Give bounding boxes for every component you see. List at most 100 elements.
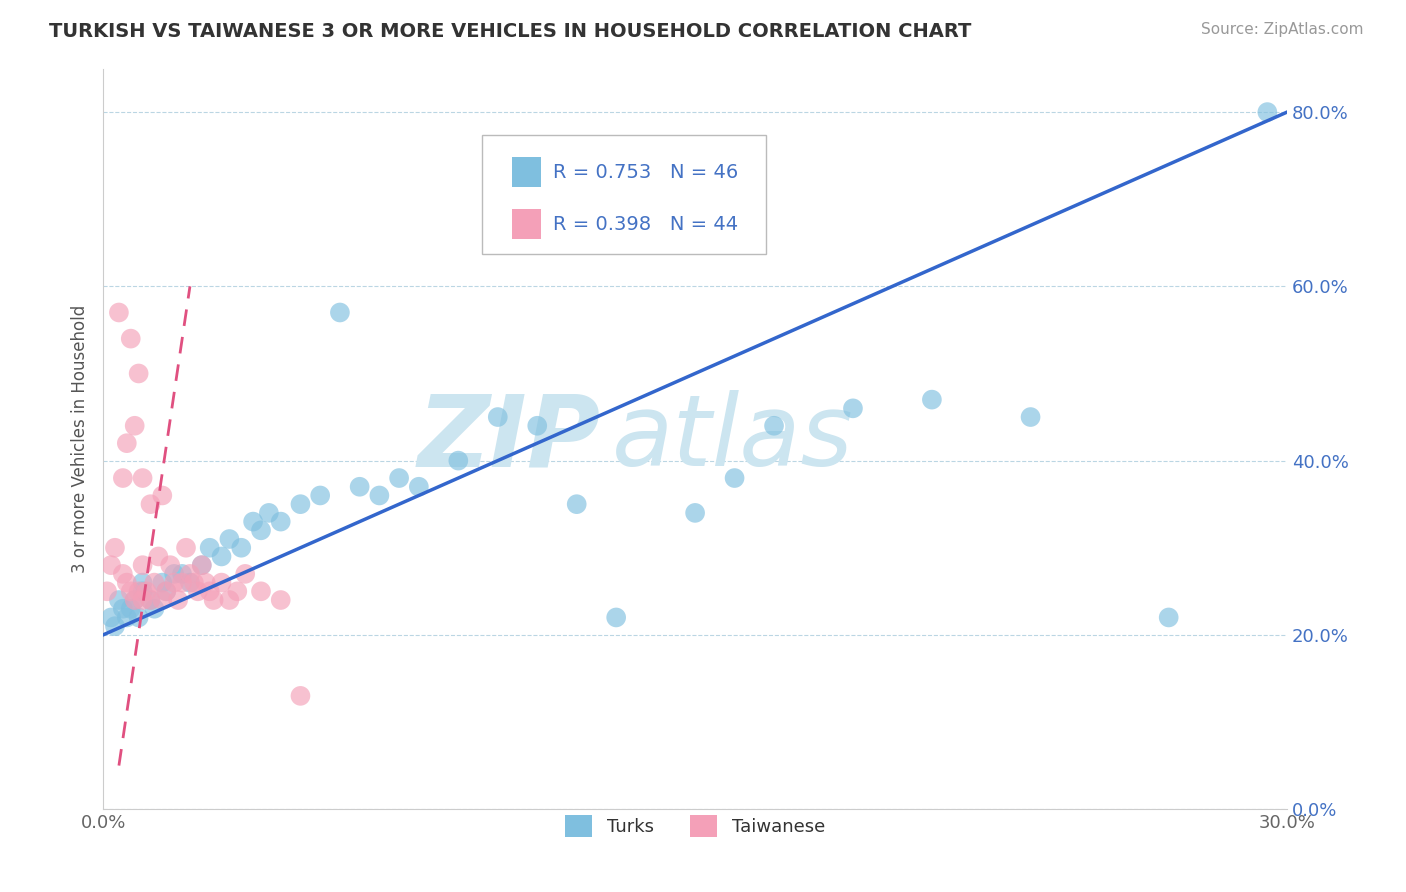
Point — [1157, 610, 1180, 624]
Point — [124, 593, 146, 607]
Point — [104, 619, 127, 633]
Point — [231, 541, 253, 555]
Point — [120, 601, 142, 615]
Point — [605, 610, 627, 624]
Point — [148, 549, 170, 564]
Point — [1019, 410, 1042, 425]
Point — [174, 541, 197, 555]
Point — [226, 584, 249, 599]
Point — [170, 575, 193, 590]
Text: ZIP: ZIP — [418, 391, 600, 487]
Point — [115, 436, 138, 450]
Point — [218, 593, 240, 607]
Point — [309, 488, 332, 502]
Point — [250, 524, 273, 538]
Point — [131, 593, 153, 607]
Point — [565, 497, 588, 511]
Point — [150, 575, 173, 590]
Point — [270, 515, 292, 529]
Point — [388, 471, 411, 485]
Point — [124, 418, 146, 433]
Point — [198, 584, 221, 599]
Point — [131, 584, 153, 599]
Point — [104, 541, 127, 555]
Point — [96, 584, 118, 599]
Point — [842, 401, 865, 416]
Point — [329, 305, 352, 319]
Point — [349, 480, 371, 494]
Text: Source: ZipAtlas.com: Source: ZipAtlas.com — [1201, 22, 1364, 37]
Point — [139, 497, 162, 511]
Point — [111, 471, 134, 485]
Point — [120, 332, 142, 346]
Point — [108, 305, 131, 319]
Point — [135, 584, 157, 599]
Point — [120, 584, 142, 599]
Text: atlas: atlas — [612, 391, 853, 487]
FancyBboxPatch shape — [512, 210, 541, 239]
Point — [270, 593, 292, 607]
Text: R = 0.398   N = 44: R = 0.398 N = 44 — [553, 215, 738, 234]
Point — [143, 601, 166, 615]
FancyBboxPatch shape — [512, 157, 541, 187]
Point — [155, 584, 177, 599]
Point — [242, 515, 264, 529]
Point — [167, 593, 190, 607]
Point — [183, 575, 205, 590]
Point — [198, 541, 221, 555]
Point — [115, 610, 138, 624]
Point — [108, 593, 131, 607]
Legend: Turks, Taiwanese: Turks, Taiwanese — [558, 808, 832, 845]
Point — [191, 558, 214, 573]
Point — [526, 418, 548, 433]
Point — [921, 392, 943, 407]
Point — [211, 549, 233, 564]
Point — [150, 488, 173, 502]
Point — [250, 584, 273, 599]
Point — [763, 418, 786, 433]
Point — [233, 566, 256, 581]
Point — [111, 566, 134, 581]
Point — [170, 566, 193, 581]
Point — [163, 575, 186, 590]
Point — [100, 558, 122, 573]
Point — [179, 566, 201, 581]
Point — [100, 610, 122, 624]
Point — [191, 558, 214, 573]
Text: R = 0.753   N = 46: R = 0.753 N = 46 — [553, 162, 738, 182]
Point — [447, 453, 470, 467]
Point — [486, 410, 509, 425]
Point — [290, 497, 312, 511]
Point — [128, 584, 150, 599]
Point — [368, 488, 391, 502]
Point — [111, 601, 134, 615]
Point — [211, 575, 233, 590]
Point — [723, 471, 745, 485]
Point — [159, 558, 181, 573]
Point — [1256, 105, 1278, 120]
Point — [131, 558, 153, 573]
Point — [202, 593, 225, 607]
Text: TURKISH VS TAIWANESE 3 OR MORE VEHICLES IN HOUSEHOLD CORRELATION CHART: TURKISH VS TAIWANESE 3 OR MORE VEHICLES … — [49, 22, 972, 41]
Point — [128, 367, 150, 381]
Point — [163, 566, 186, 581]
Point — [128, 610, 150, 624]
Point — [143, 575, 166, 590]
Point — [194, 575, 217, 590]
Point — [408, 480, 430, 494]
Point — [218, 532, 240, 546]
Point — [179, 575, 201, 590]
Point — [683, 506, 706, 520]
Point — [290, 689, 312, 703]
FancyBboxPatch shape — [482, 136, 766, 253]
Point — [131, 575, 153, 590]
Y-axis label: 3 or more Vehicles in Household: 3 or more Vehicles in Household — [72, 305, 89, 573]
Point — [115, 575, 138, 590]
Point — [187, 584, 209, 599]
Point — [150, 593, 173, 607]
Point — [155, 584, 177, 599]
Point — [257, 506, 280, 520]
Point — [139, 593, 162, 607]
Point — [124, 593, 146, 607]
Point — [139, 593, 162, 607]
